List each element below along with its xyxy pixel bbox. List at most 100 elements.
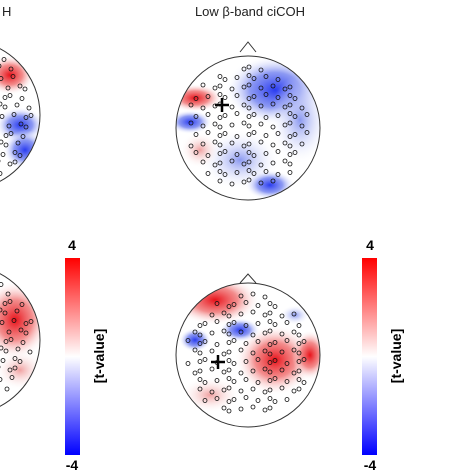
electrode xyxy=(291,329,297,335)
electrode xyxy=(202,398,208,403)
electrode xyxy=(263,169,269,174)
electrode xyxy=(18,327,24,333)
electrode xyxy=(267,328,273,334)
electrode xyxy=(221,405,227,411)
electrode xyxy=(26,105,32,111)
electrode xyxy=(250,291,256,297)
electrode xyxy=(28,319,34,324)
electrode xyxy=(231,338,237,343)
electrode xyxy=(262,366,268,372)
electrode xyxy=(14,102,20,108)
electrode xyxy=(23,321,29,326)
head-outline xyxy=(175,282,321,428)
electrode xyxy=(217,124,223,130)
electrode xyxy=(0,101,3,107)
electrode xyxy=(229,140,235,146)
electrode xyxy=(185,338,191,343)
electrode xyxy=(301,380,307,385)
electrode xyxy=(0,377,3,382)
electrode xyxy=(212,162,218,168)
electrode xyxy=(197,386,203,392)
electrode xyxy=(251,112,257,117)
electrode xyxy=(221,369,227,375)
electrode xyxy=(15,140,21,146)
electrode xyxy=(270,124,276,130)
electrode xyxy=(193,150,199,155)
electrode xyxy=(250,386,256,392)
electrode xyxy=(221,328,227,334)
electrode xyxy=(262,407,268,413)
electrode xyxy=(246,114,252,119)
electrode xyxy=(250,404,256,410)
electrode xyxy=(212,121,218,127)
electrode xyxy=(241,120,247,126)
electrode xyxy=(14,308,20,314)
electrode xyxy=(2,95,8,100)
topomap xyxy=(176,283,320,427)
electrode xyxy=(217,101,223,107)
electrode xyxy=(284,320,290,325)
electrode xyxy=(226,322,232,327)
electrode xyxy=(12,150,18,155)
electrode xyxy=(214,378,220,383)
electrode xyxy=(287,111,293,116)
electrode xyxy=(193,132,199,137)
electrode xyxy=(287,143,293,149)
electrode xyxy=(205,112,211,117)
electrode xyxy=(272,399,278,404)
electrode xyxy=(20,134,26,139)
colorbar-max: 4 xyxy=(366,237,374,253)
electrode xyxy=(0,139,4,145)
electrode xyxy=(15,346,21,352)
electrode xyxy=(258,162,264,168)
electrode xyxy=(212,139,218,145)
electrode xyxy=(267,396,273,401)
electrode xyxy=(270,178,276,184)
electrode xyxy=(222,131,228,136)
electrode xyxy=(6,123,12,129)
electrode xyxy=(287,134,293,139)
electrode xyxy=(6,329,12,335)
electrode xyxy=(221,351,227,357)
electrode xyxy=(246,73,252,78)
electrode xyxy=(287,161,293,167)
electrode xyxy=(229,158,235,164)
electrode xyxy=(279,313,285,319)
electrode xyxy=(229,122,235,128)
electrode xyxy=(258,139,264,145)
electrode xyxy=(250,309,256,315)
electrode xyxy=(287,152,293,157)
head-outline xyxy=(175,55,321,201)
electrode xyxy=(202,321,208,326)
topomap xyxy=(0,40,40,190)
electrode xyxy=(200,123,206,129)
electrode xyxy=(243,300,249,305)
electrode xyxy=(296,377,302,382)
electrode xyxy=(250,368,256,374)
electrode xyxy=(2,310,8,316)
electrode xyxy=(279,331,285,337)
electrode xyxy=(7,161,13,167)
electrode xyxy=(258,180,264,186)
electrode xyxy=(3,142,9,148)
electrode xyxy=(296,332,302,338)
electrode xyxy=(282,104,288,110)
nose xyxy=(239,273,257,284)
electrode xyxy=(262,389,268,395)
electrode xyxy=(282,122,288,128)
electrode xyxy=(282,158,288,164)
electrode xyxy=(226,313,232,319)
colorbar-min: -4 xyxy=(66,457,79,473)
electrode xyxy=(226,349,232,355)
electrode xyxy=(3,133,9,138)
electrode xyxy=(231,302,237,307)
electrode xyxy=(246,123,252,129)
electrode xyxy=(246,132,252,137)
electrode xyxy=(200,105,206,111)
electrode xyxy=(226,385,232,391)
electrode xyxy=(272,304,278,309)
electrode xyxy=(255,398,261,403)
electrode xyxy=(188,143,194,149)
electrode xyxy=(217,133,223,138)
electrode xyxy=(192,370,198,376)
